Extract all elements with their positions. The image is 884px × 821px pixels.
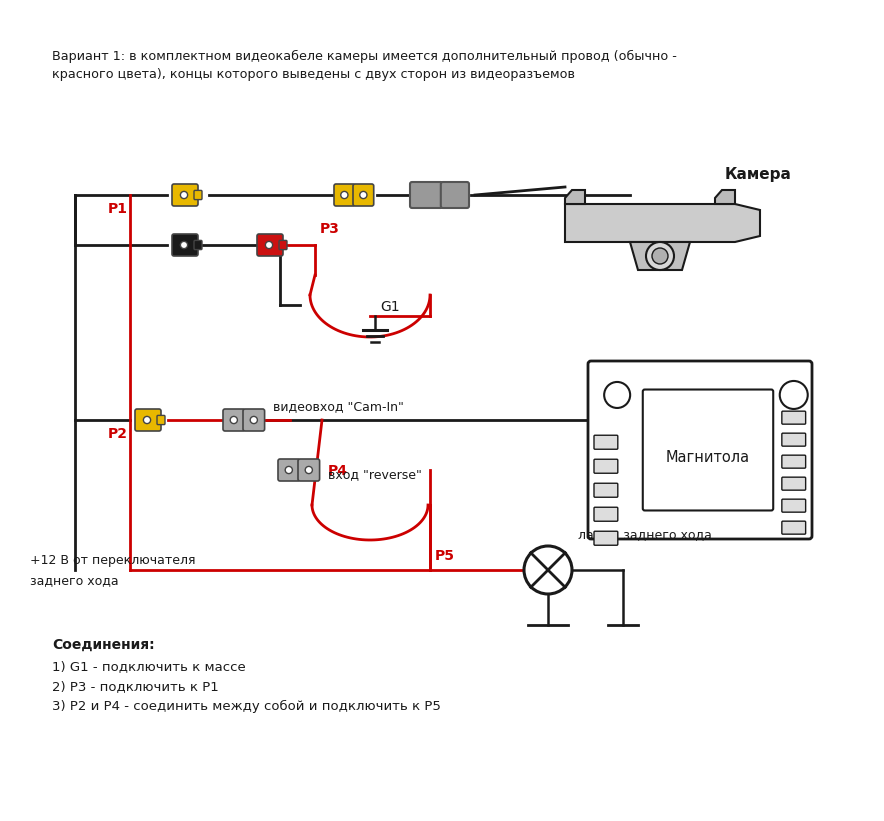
FancyBboxPatch shape	[781, 411, 805, 424]
FancyBboxPatch shape	[298, 459, 320, 481]
Text: Соединения:: Соединения:	[52, 638, 155, 652]
Circle shape	[265, 241, 272, 249]
Circle shape	[305, 466, 312, 474]
FancyBboxPatch shape	[781, 455, 805, 468]
Text: P5: P5	[435, 549, 455, 563]
FancyBboxPatch shape	[194, 190, 202, 200]
FancyBboxPatch shape	[194, 241, 202, 250]
Text: 2) Р3 - подключить к Р1: 2) Р3 - подключить к Р1	[52, 680, 218, 693]
FancyBboxPatch shape	[781, 477, 805, 490]
Polygon shape	[565, 204, 760, 242]
Text: Камера: Камера	[725, 167, 791, 182]
FancyBboxPatch shape	[781, 433, 805, 446]
FancyBboxPatch shape	[135, 409, 161, 431]
FancyBboxPatch shape	[781, 521, 805, 534]
Circle shape	[524, 546, 572, 594]
Circle shape	[286, 466, 293, 474]
FancyBboxPatch shape	[588, 361, 812, 539]
Circle shape	[143, 416, 150, 424]
FancyBboxPatch shape	[410, 182, 443, 208]
Polygon shape	[715, 190, 735, 204]
Text: 3) Р2 и Р4 - соединить между собой и подключить к Р5: 3) Р2 и Р4 - соединить между собой и под…	[52, 700, 441, 713]
Circle shape	[604, 382, 630, 408]
FancyBboxPatch shape	[243, 409, 264, 431]
FancyBboxPatch shape	[441, 182, 469, 208]
Text: красного цвета), концы которого выведены с двух сторон из видеоразъемов: красного цвета), концы которого выведены…	[52, 68, 575, 81]
FancyBboxPatch shape	[594, 484, 618, 498]
Circle shape	[180, 241, 187, 249]
FancyBboxPatch shape	[334, 184, 354, 206]
FancyBboxPatch shape	[781, 499, 805, 512]
Circle shape	[230, 416, 238, 424]
FancyBboxPatch shape	[643, 389, 774, 511]
Text: Вариант 1: в комплектном видеокабеле камеры имеется дополнительный провод (обычн: Вариант 1: в комплектном видеокабеле кам…	[52, 50, 677, 63]
FancyBboxPatch shape	[172, 234, 198, 256]
Text: 1) G1 - подключить к массе: 1) G1 - подключить к массе	[52, 660, 246, 673]
Circle shape	[780, 381, 808, 409]
FancyBboxPatch shape	[353, 184, 374, 206]
Text: G1: G1	[380, 300, 400, 314]
Polygon shape	[565, 190, 585, 204]
FancyBboxPatch shape	[257, 234, 283, 256]
Text: P1: P1	[108, 202, 128, 216]
FancyBboxPatch shape	[594, 531, 618, 545]
FancyBboxPatch shape	[594, 507, 618, 521]
Circle shape	[646, 242, 674, 270]
FancyBboxPatch shape	[279, 241, 287, 250]
Text: Магнитола: Магнитола	[666, 451, 750, 466]
Text: лампа заднего хода: лампа заднего хода	[578, 528, 712, 541]
Circle shape	[250, 416, 257, 424]
Text: P4: P4	[328, 464, 348, 478]
FancyBboxPatch shape	[223, 409, 245, 431]
Circle shape	[180, 191, 187, 199]
Text: видеовход "Cam-In": видеовход "Cam-In"	[273, 400, 404, 413]
Circle shape	[360, 191, 367, 199]
FancyBboxPatch shape	[278, 459, 300, 481]
FancyBboxPatch shape	[594, 435, 618, 449]
Circle shape	[340, 191, 348, 199]
Polygon shape	[630, 242, 690, 270]
Text: вход "reverse": вход "reverse"	[328, 468, 422, 481]
FancyBboxPatch shape	[157, 415, 165, 424]
Text: +12 В от переключателя: +12 В от переключателя	[30, 554, 195, 567]
Text: P3: P3	[320, 222, 339, 236]
Circle shape	[652, 248, 668, 264]
FancyBboxPatch shape	[172, 184, 198, 206]
Text: P2: P2	[108, 427, 128, 441]
FancyBboxPatch shape	[594, 459, 618, 473]
Text: заднего хода: заднего хода	[30, 574, 118, 587]
